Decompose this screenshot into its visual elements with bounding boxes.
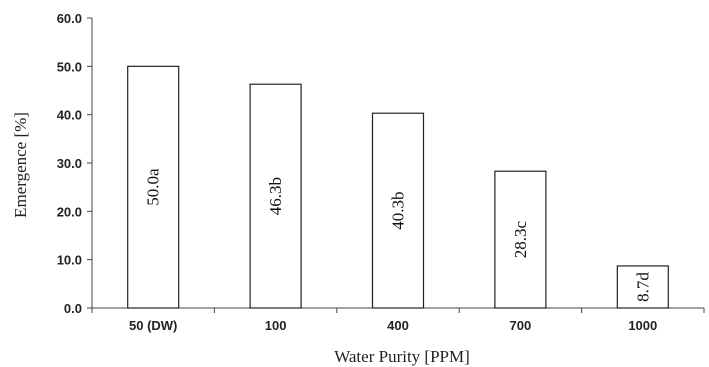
x-axis-title: Water Purity [PPM] xyxy=(334,347,470,366)
bar xyxy=(494,170,547,309)
y-tick-label: 50.0 xyxy=(57,59,82,74)
bar-data-label: 40.3b xyxy=(389,191,408,229)
x-tick-label: 400 xyxy=(387,318,409,333)
bar xyxy=(371,112,425,309)
x-tick-label: 700 xyxy=(510,318,532,333)
y-tick-label: 10.0 xyxy=(57,253,82,268)
bars xyxy=(127,65,669,309)
x-tick-label: 100 xyxy=(265,318,287,333)
y-tick-label: 0.0 xyxy=(64,301,82,316)
bar-data-label: 28.3c xyxy=(511,221,530,259)
bar-data-label: 50.0a xyxy=(144,168,163,206)
bar-data-label: 46.3b xyxy=(266,177,285,215)
y-tick-label: 60.0 xyxy=(57,11,82,26)
bar-labels: 50.0a 46.3b 40.3b 28.3c 8.7d xyxy=(144,168,653,302)
x-axis: 50 (DW) 100 400 700 1000 xyxy=(91,307,705,333)
y-tick-label: 30.0 xyxy=(57,156,82,171)
y-axis: 0.0 10.0 20.0 30.0 40.0 50.0 60.0 xyxy=(57,11,93,316)
bar xyxy=(127,65,180,309)
y-tick-label: 20.0 xyxy=(57,204,82,219)
y-axis-title: Emergence [%] xyxy=(11,112,30,218)
x-tick-label: 1000 xyxy=(628,318,657,333)
bar-data-label: 8.7d xyxy=(633,272,652,302)
bar xyxy=(616,265,669,309)
x-tick-label: 50 (DW) xyxy=(129,318,177,333)
y-tick-label: 40.0 xyxy=(57,108,82,123)
bar xyxy=(249,83,302,309)
